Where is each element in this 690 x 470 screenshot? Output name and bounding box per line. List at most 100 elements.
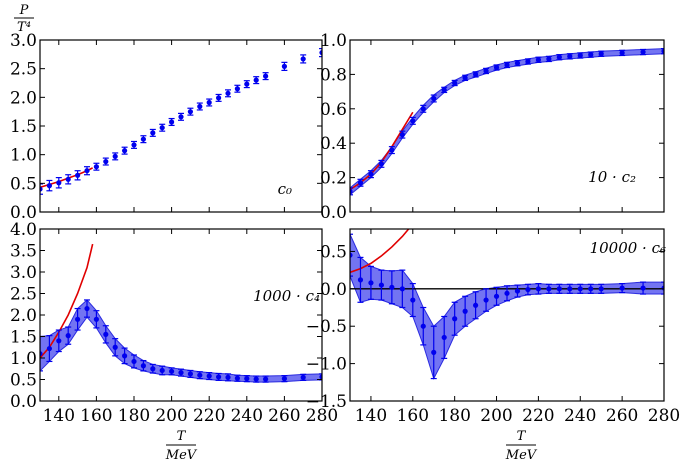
data-point <box>159 365 166 376</box>
data-point <box>187 107 194 116</box>
data-marker <box>234 375 240 381</box>
data-marker <box>567 286 573 292</box>
data-point <box>483 67 490 75</box>
data-marker <box>281 63 287 69</box>
data-point <box>430 325 437 380</box>
data-point <box>577 52 584 59</box>
data-marker <box>150 366 156 372</box>
xlabel-left-denominator: MeV <box>165 448 198 463</box>
data-marker <box>535 57 542 63</box>
data-point <box>577 283 584 294</box>
data-point <box>483 288 490 312</box>
data-point <box>587 51 594 58</box>
data-point <box>149 363 156 374</box>
data-point <box>640 281 647 295</box>
data-point <box>619 282 626 294</box>
y-tick-label: −1.5 <box>306 392 347 412</box>
data-marker <box>103 331 109 337</box>
data-point <box>504 285 510 302</box>
plot-area <box>350 47 664 196</box>
data-marker <box>159 367 165 374</box>
xlabel-right: T MeV <box>505 429 538 463</box>
data-marker <box>197 103 203 110</box>
data-marker <box>556 54 562 60</box>
data-point <box>281 375 288 383</box>
data-point <box>74 307 81 331</box>
pressure-ylabel: P T⁴ <box>14 3 34 35</box>
panel-label: 1000 · c₄ <box>253 287 320 305</box>
data-point <box>535 56 542 63</box>
data-marker <box>103 158 109 165</box>
data-point <box>556 54 563 61</box>
y-tick-label: −0.5 <box>306 317 347 337</box>
data-point <box>178 112 184 121</box>
y-tick-label: 2.0 <box>10 88 37 108</box>
y-tick-label: 2.0 <box>10 306 37 326</box>
data-point <box>196 102 203 111</box>
data-point <box>131 140 137 149</box>
data-marker <box>150 130 156 136</box>
data-marker <box>483 68 489 74</box>
x-tick-label: 280 <box>648 406 680 426</box>
data-point <box>661 281 664 295</box>
y-tick-label: 1.0 <box>10 146 37 166</box>
data-marker <box>556 286 562 292</box>
data-marker <box>319 50 322 56</box>
y-tick-label: −1.0 <box>306 355 347 375</box>
data-marker <box>350 252 353 258</box>
x-tick-label: 160 <box>397 406 429 426</box>
data-marker <box>378 161 384 167</box>
data-marker <box>452 316 458 322</box>
data-point <box>140 359 147 372</box>
data-marker <box>441 87 447 93</box>
x-tick-label: 140 <box>43 406 75 426</box>
y-tick-label: 2.5 <box>10 285 37 305</box>
data-marker <box>514 288 521 294</box>
data-point <box>300 54 307 64</box>
data-point <box>409 116 416 125</box>
y-tick-label: 0.5 <box>320 242 347 262</box>
data-marker <box>253 376 259 382</box>
y-tick-label: 0.0 <box>10 392 37 412</box>
data-point <box>430 94 437 103</box>
data-marker <box>46 345 53 352</box>
panel-c6: 140 160 180 200 220 240 260 280−1.5−1.0−0.50.00… <box>306 228 680 426</box>
x-tick-label: 200 <box>155 406 187 426</box>
data-marker <box>598 51 604 57</box>
data-point <box>462 74 469 82</box>
data-marker <box>253 77 259 83</box>
xlabel-left: T MeV <box>165 429 198 463</box>
data-point <box>300 373 307 381</box>
data-point <box>121 347 128 365</box>
data-point <box>131 354 137 369</box>
data-point <box>65 174 72 185</box>
data-point <box>84 299 90 318</box>
data-marker <box>661 48 664 54</box>
data-point <box>514 284 521 298</box>
data-point <box>640 48 647 56</box>
x-tick-label: 200 <box>480 406 512 426</box>
data-point <box>566 283 573 294</box>
y-tick-label: 1.5 <box>10 117 37 137</box>
data-point <box>399 130 406 139</box>
data-point <box>243 80 250 89</box>
data-marker <box>577 52 583 59</box>
hrg-curve <box>350 111 414 191</box>
data-marker <box>244 81 250 87</box>
data-marker <box>46 183 53 189</box>
ylabel-denominator: T⁴ <box>17 20 31 35</box>
y-tick-label: 0.8 <box>320 65 347 85</box>
data-marker <box>300 374 306 380</box>
data-point <box>46 335 53 363</box>
data-point <box>493 286 500 306</box>
data-marker <box>493 64 500 71</box>
x-tick-label: 180 <box>118 406 150 426</box>
data-marker <box>300 56 306 62</box>
xlabel-right-numerator: T <box>517 429 527 444</box>
y-tick-label: 0.5 <box>10 371 37 391</box>
data-point <box>357 256 364 303</box>
data-marker <box>178 370 184 376</box>
data-marker <box>640 49 646 55</box>
data-marker <box>263 73 269 79</box>
